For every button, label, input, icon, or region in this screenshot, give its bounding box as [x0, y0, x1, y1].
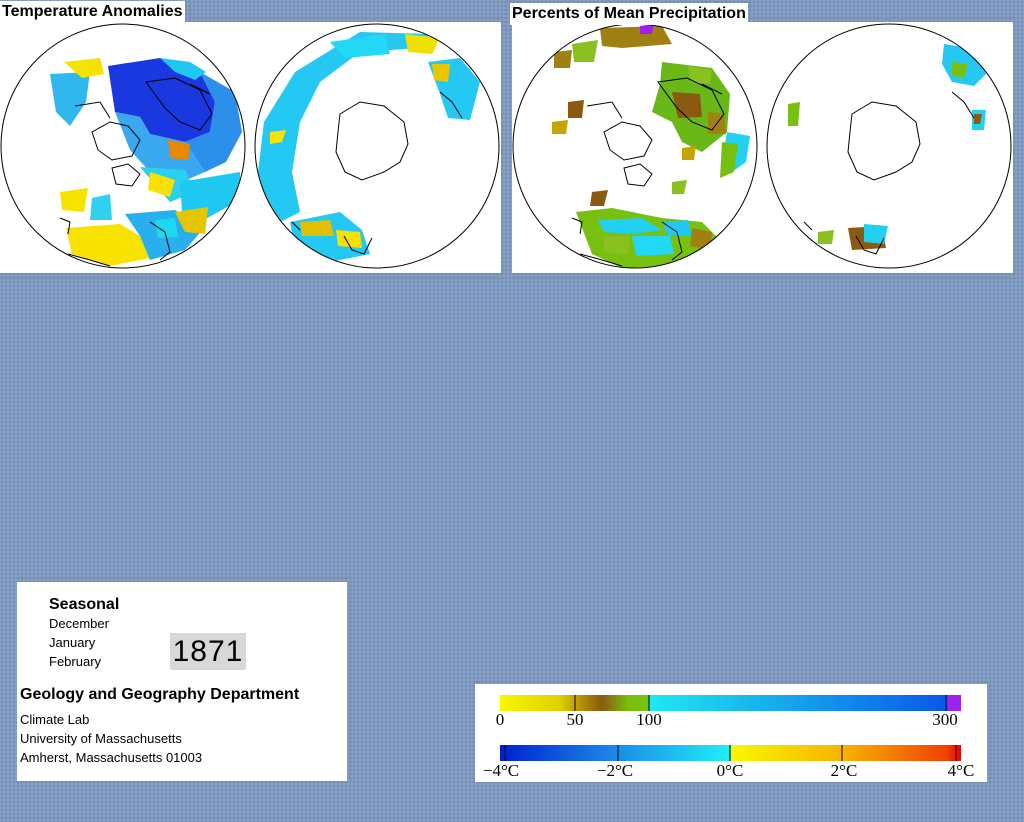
- precipitation-scale-ticks: [574, 695, 947, 711]
- precipitation-panel-title: Percents of Mean Precipitation: [510, 3, 748, 25]
- precipitation-tick-label: 0: [495, 710, 505, 729]
- precipitation-scale-bar: [500, 695, 961, 711]
- temperature-map-panel: [0, 22, 501, 273]
- temperature-tick-label: 0°C: [716, 761, 744, 780]
- southern-hemisphere-precipitation: [788, 44, 990, 250]
- address-line: University of Massachusetts: [20, 731, 182, 746]
- temperature-scale-ticks: [504, 745, 957, 761]
- department-name: Geology and Geography Department: [20, 686, 300, 703]
- temperature-tick-label: −2°C: [596, 761, 634, 780]
- month-label: January: [49, 635, 96, 650]
- precipitation-map-panel: [512, 22, 1013, 273]
- precipitation-tick-label: 50: [566, 710, 584, 729]
- address-line: Amherst, Massachusetts 01003: [20, 750, 203, 765]
- month-label: February: [49, 654, 102, 669]
- temperature-tick-label: 2°C: [830, 761, 858, 780]
- season-label: Seasonal: [49, 596, 120, 613]
- temperature-globes: [0, 23, 500, 269]
- color-scale-legend: 0 50 100 300 −4°C −2°C 0°C 2°C 4°C: [475, 684, 987, 782]
- info-panel: Seasonal December January February 1871 …: [17, 582, 347, 781]
- northern-hemisphere-temperature: [8, 58, 242, 266]
- precipitation-globes: [512, 23, 1012, 269]
- temperature-panel-title: Temperature Anomalies: [0, 1, 185, 23]
- month-label: December: [49, 616, 109, 631]
- northern-hemisphere-precipitation: [552, 24, 750, 268]
- precipitation-tick-label: 100: [636, 710, 662, 729]
- temperature-tick-label: 4°C: [947, 761, 975, 780]
- address-line: Climate Lab: [20, 712, 90, 727]
- year-display: 1871: [170, 633, 246, 670]
- southern-hemisphere-temperature: [258, 32, 480, 262]
- legend-bars: [500, 695, 961, 761]
- temperature-tick-label: −4°C: [482, 761, 520, 780]
- precipitation-tick-label: 300: [932, 710, 958, 729]
